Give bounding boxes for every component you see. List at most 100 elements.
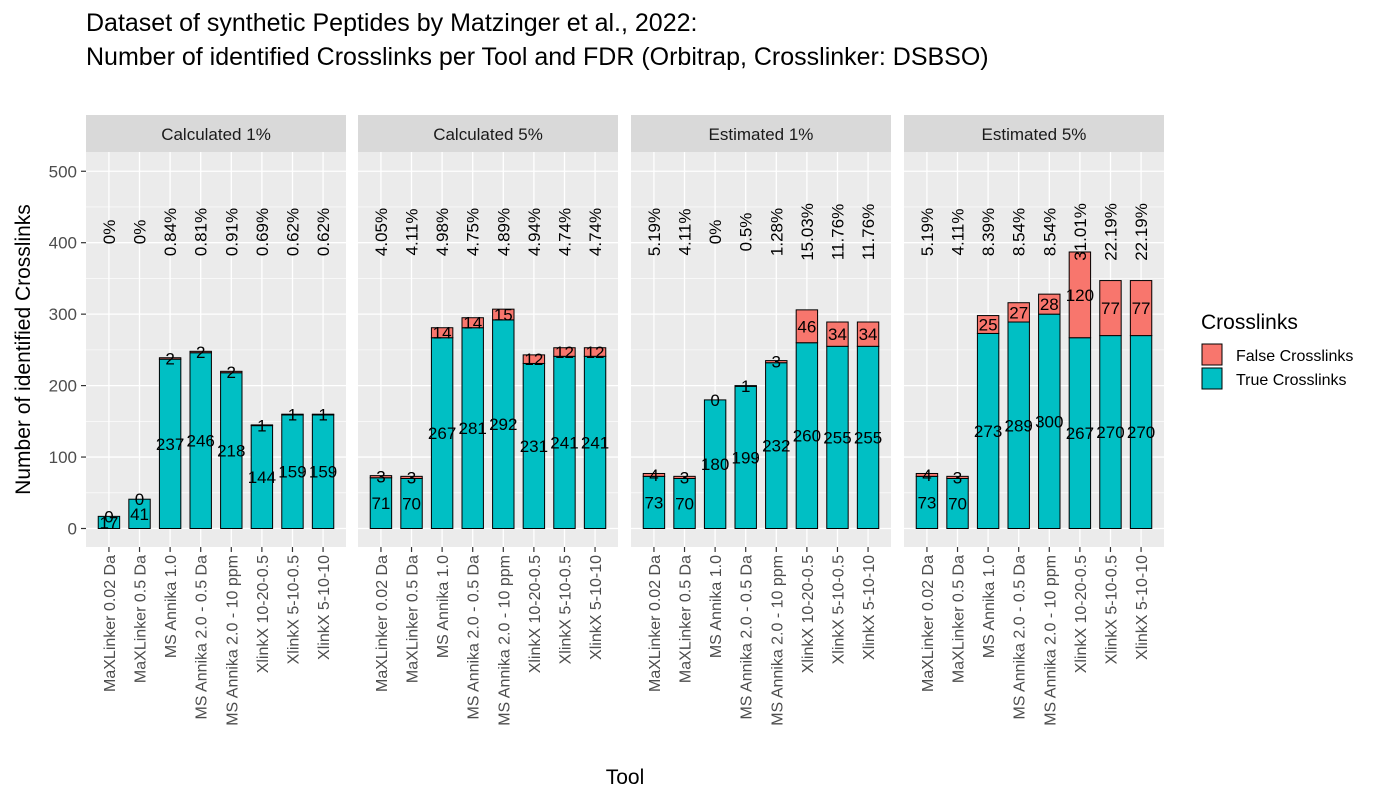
facet-label: Calculated 5% <box>433 125 543 144</box>
false-crosslinks-bar <box>430 327 454 339</box>
true-value-label: 281 <box>459 419 487 438</box>
fdr-label: 0% <box>706 220 725 245</box>
fdr-label: 4.75% <box>464 208 483 256</box>
false-crosslinks-bar <box>250 424 274 427</box>
panel-background <box>86 152 346 547</box>
false-crosslinks-bar <box>976 315 1000 334</box>
false-crosslinks-bar <box>856 321 880 347</box>
false-value-label: 28 <box>1040 295 1059 314</box>
fdr-label: 4.11% <box>949 209 968 256</box>
false-crosslinks-bar <box>158 357 182 360</box>
x-tick-label: XlinkX 5-10-0.5 <box>830 555 847 664</box>
fdr-label: 8.39% <box>979 208 998 256</box>
false-value-label: 12 <box>586 343 605 362</box>
x-tick-label: XlinkX 5-10-0.5 <box>557 555 574 664</box>
x-tick-label: MS Annika 2.0 - 10 ppm <box>496 555 513 726</box>
panel-background <box>631 152 891 547</box>
true-value-label: 180 <box>701 455 729 474</box>
false-value-label: 3 <box>953 468 962 487</box>
x-tick-label: MS Annika 2.0 - 10 ppm <box>769 555 786 726</box>
fdr-label: 5.19% <box>918 208 937 256</box>
true-value-label: 144 <box>248 468 276 487</box>
fdr-label: 0.81% <box>192 208 211 256</box>
true-value-label: 73 <box>917 493 936 512</box>
x-tick-label: MS Annika 1.0 <box>981 555 998 658</box>
true-value-label: 70 <box>675 494 694 513</box>
false-value-label: 4 <box>922 466 931 485</box>
false-value-label: 2 <box>165 349 174 368</box>
false-value-label: 2 <box>227 363 236 382</box>
facet-strip <box>358 115 618 152</box>
x-tick-label: MaXLinker 0.02 Da <box>920 555 937 692</box>
y-tick-label: 100 <box>49 448 77 467</box>
x-tick-label: XlinkX 5-10-0.5 <box>285 555 302 664</box>
x-tick-label: XlinkX 5-10-10 <box>588 555 605 660</box>
fdr-label: 4.05% <box>372 208 391 256</box>
false-value-label: 1 <box>288 406 297 425</box>
fdr-label: 0.91% <box>222 208 241 256</box>
fdr-label: 22.19% <box>1132 203 1151 261</box>
y-axis-title: Number of identified Crosslinks <box>12 204 35 495</box>
fdr-label: 4.74% <box>555 208 574 256</box>
chart-title-line-2: Number of identified Crosslinks per Tool… <box>86 43 989 71</box>
panel-background <box>358 152 618 547</box>
false-crosslinks-bar <box>400 475 423 479</box>
false-value-label: 34 <box>828 325 847 344</box>
fdr-label: 11.76% <box>859 204 878 260</box>
facet-strip <box>86 115 346 152</box>
x-tick-label: XlinkX 10-20-0.5 <box>527 555 544 673</box>
fdr-label: 0.5% <box>737 213 756 252</box>
false-crosslinks-bar <box>492 308 515 321</box>
y-tick-label: 300 <box>49 305 77 324</box>
false-value-label: 3 <box>376 468 385 487</box>
x-tick-label: XlinkX 10-20-0.5 <box>800 555 817 673</box>
false-crosslinks-bar <box>522 354 546 364</box>
false-crosslinks-bar <box>220 370 243 374</box>
legend-label-true-crosslinks: True Crosslinks <box>1236 372 1347 389</box>
x-tick-label: MS Annika 1.0 <box>163 555 180 658</box>
false-value-label: 2 <box>196 343 205 362</box>
fdr-label: 1.28% <box>767 208 786 256</box>
true-value-label: 273 <box>974 422 1002 441</box>
false-crosslinks-bar <box>461 317 484 329</box>
x-tick-label: MaXLinker 0.02 Da <box>102 555 119 692</box>
y-tick-label: 400 <box>49 234 77 253</box>
false-value-label: 77 <box>1101 299 1120 318</box>
fdr-label: 0% <box>100 220 119 245</box>
x-tick-label: MaXLinker 0.5 Da <box>678 555 695 683</box>
x-tick-label: MaXLinker 0.02 Da <box>647 555 664 692</box>
true-value-label: 246 <box>187 432 215 451</box>
false-crosslinks-bar <box>1007 302 1030 323</box>
false-value-label: 3 <box>772 353 781 372</box>
facet-label: Calculated 1% <box>161 125 271 144</box>
false-value-label: 3 <box>680 468 689 487</box>
x-tick-label: MS Annika 2.0 - 10 ppm <box>1042 555 1059 726</box>
true-value-label: 241 <box>581 433 609 452</box>
true-value-label: 270 <box>1127 423 1155 442</box>
x-tick-label: XlinkX 10-20-0.5 <box>1073 555 1090 673</box>
false-crosslinks-bar <box>795 309 819 344</box>
true-value-label: 159 <box>278 463 306 482</box>
true-value-label: 199 <box>732 448 760 467</box>
fdr-label: 0.69% <box>253 208 272 256</box>
false-crosslinks-bar <box>734 385 757 387</box>
legend-swatch-true-crosslinks <box>1201 367 1223 390</box>
y-tick-label: 0 <box>68 520 77 539</box>
x-tick-label: XlinkX 10-20-0.5 <box>255 555 272 673</box>
facet-label: Estimated 5% <box>982 125 1087 144</box>
false-value-label: 77 <box>1132 299 1151 318</box>
false-value-label: 0 <box>135 490 144 509</box>
fdr-label: 8.54% <box>1040 208 1059 256</box>
false-value-label: 4 <box>649 466 658 485</box>
false-value-label: 34 <box>859 325 878 344</box>
true-value-label: 231 <box>520 437 548 456</box>
true-value-label: 241 <box>550 433 578 452</box>
fdr-label: 8.54% <box>1010 208 1029 256</box>
fdr-label: 4.11% <box>403 209 422 256</box>
x-tick-label: MaXLinker 0.5 Da <box>133 555 150 683</box>
true-value-label: 260 <box>793 427 821 446</box>
legend-swatch-false-crosslinks <box>1201 343 1223 366</box>
x-tick-label: MS Annika 2.0 - 0.5 Da <box>739 555 756 720</box>
x-tick-label: MaXLinker 0.02 Da <box>374 555 391 692</box>
